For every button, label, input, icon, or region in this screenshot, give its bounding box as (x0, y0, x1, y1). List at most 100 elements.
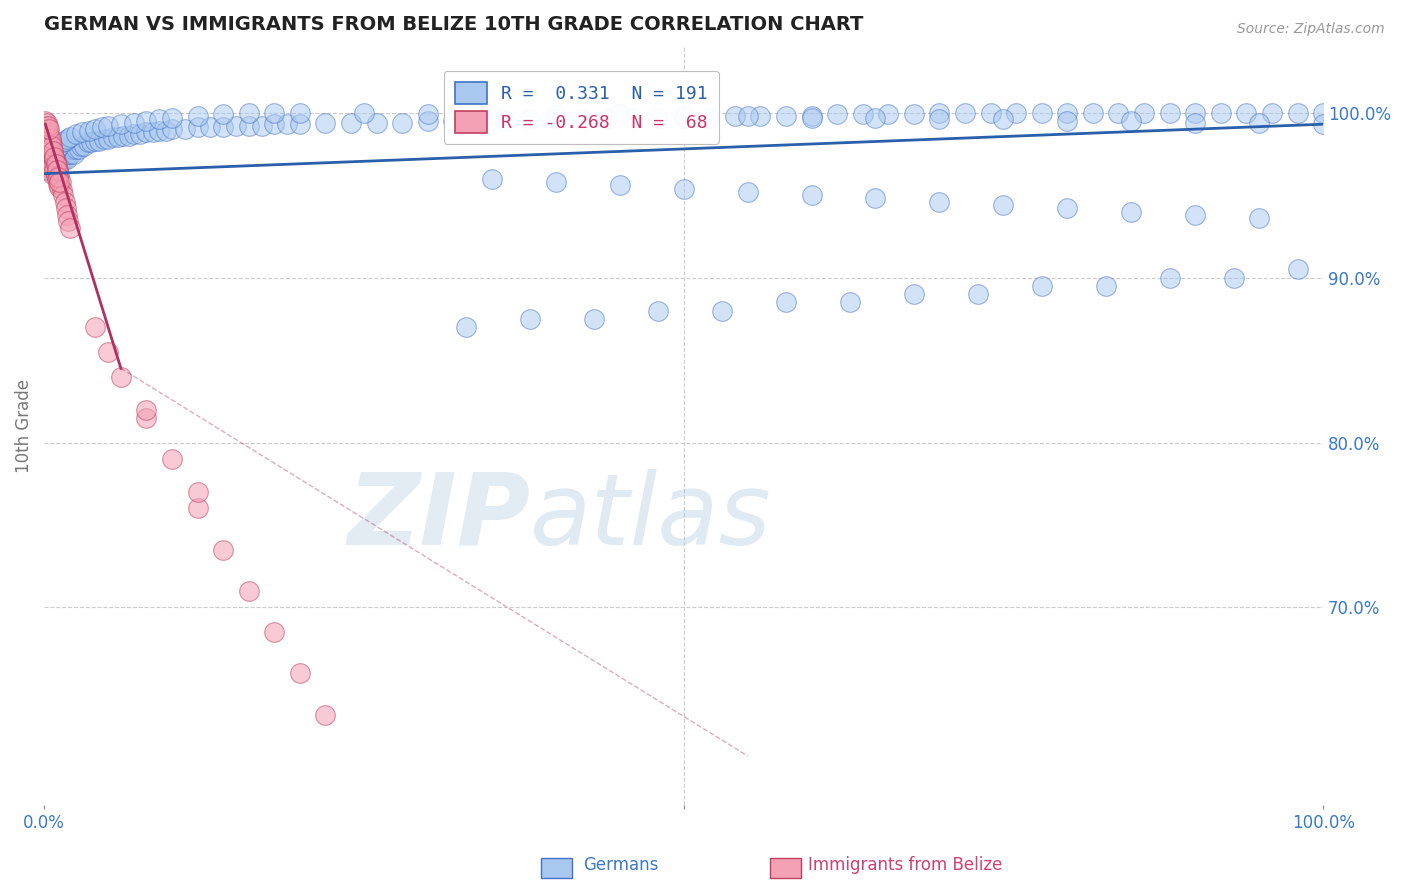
Point (44, 150, 66, 164)
Point (1184, 105, 1206, 120)
Point (366, 115, 388, 129)
Point (48, 175, 70, 189)
Point (76, 136, 98, 150)
Point (49, 175, 72, 189)
Point (65, 127, 87, 141)
Point (42, 152, 65, 166)
Point (59, 147, 82, 161)
Point (1234, 105, 1257, 120)
Point (35, 163, 58, 178)
Point (609, 107, 631, 121)
Point (1081, 105, 1104, 120)
Point (90, 120, 112, 135)
Point (391, 115, 413, 129)
Point (672, 111, 695, 125)
Point (65, 142, 87, 156)
Point (41, 152, 63, 166)
Point (122, 115, 145, 129)
Point (647, 111, 669, 125)
Point (77, 124, 100, 138)
Point (35, 138, 58, 153)
Point (34, 114, 56, 128)
Point (45, 171, 67, 186)
Point (160, 452, 183, 467)
Point (142, 125, 165, 139)
Point (45, 155, 67, 169)
Point (749, 109, 772, 123)
Point (87, 134, 110, 148)
Point (135, 402, 157, 417)
Point (1031, 105, 1053, 120)
Point (44, 155, 66, 169)
Point (39, 161, 62, 176)
Point (110, 369, 132, 384)
Point (340, 115, 363, 129)
Point (160, 122, 183, 136)
Point (117, 128, 139, 143)
Point (45, 152, 67, 166)
Point (1312, 105, 1334, 120)
Point (238, 584, 260, 599)
Point (46, 163, 69, 178)
Point (34, 136, 56, 150)
Point (42, 158, 65, 172)
Point (838, 295, 860, 310)
Point (62, 147, 84, 161)
Point (45, 157, 67, 171)
Point (800, 111, 823, 125)
Point (58, 214, 80, 228)
Point (200, 120, 222, 135)
Point (38, 136, 60, 150)
Point (737, 185, 759, 199)
Point (37, 152, 59, 166)
Point (481, 107, 503, 121)
Point (263, 105, 285, 120)
Point (865, 111, 887, 125)
Point (45, 144, 67, 158)
Point (903, 107, 925, 121)
Point (49, 155, 72, 169)
Point (1005, 105, 1028, 120)
Point (46, 169, 69, 184)
Point (48, 179, 70, 194)
Point (37, 158, 59, 172)
Point (41, 138, 63, 153)
Y-axis label: 10th Grade: 10th Grade (15, 379, 32, 473)
Point (775, 109, 797, 123)
Point (38, 122, 60, 136)
Point (583, 311, 606, 326)
Point (1056, 105, 1078, 120)
Point (53, 134, 76, 148)
Point (737, 109, 759, 123)
Point (250, 119, 273, 133)
Point (73, 138, 96, 153)
Point (315, 115, 337, 129)
Point (903, 287, 925, 301)
Text: GERMAN VS IMMIGRANTS FROM BELIZE 10TH GRADE CORRELATION CHART: GERMAN VS IMMIGRANTS FROM BELIZE 10TH GR… (44, 15, 863, 34)
Point (148, 112, 170, 127)
Point (46, 152, 69, 166)
Point (928, 194, 950, 209)
Point (97, 344, 120, 359)
Point (60, 142, 83, 156)
Point (697, 111, 720, 125)
Point (1159, 270, 1181, 285)
Point (35, 138, 58, 153)
Point (672, 109, 695, 123)
Point (45, 147, 67, 161)
Point (37, 125, 59, 139)
Point (187, 485, 209, 500)
Point (44, 147, 66, 161)
Point (416, 107, 439, 121)
Point (1312, 117, 1334, 131)
Point (58, 147, 80, 161)
Point (37, 152, 59, 166)
Point (1184, 208, 1206, 222)
Point (51, 183, 73, 197)
Point (39, 152, 62, 166)
Point (1056, 202, 1078, 216)
Point (711, 303, 734, 318)
Point (1159, 105, 1181, 120)
Point (70, 138, 93, 153)
Point (928, 105, 950, 120)
